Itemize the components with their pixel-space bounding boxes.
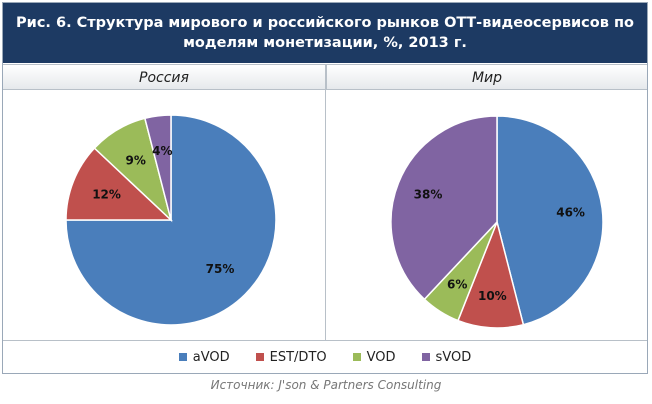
column-divider [325,64,326,340]
legend-swatch-est-dto [255,353,264,361]
chart-title-line-2: моделям монетизации, %, 2013 г. [183,35,467,51]
legend: aVOD EST/DTO VOD sVOD [3,345,647,369]
source-note: Источник: J'son & Partners Consulting [210,378,442,392]
legend-label-avod: aVOD [192,349,230,365]
legend-label-svod: sVOD [435,349,472,365]
world-slice-avod [496,115,604,326]
russia-slice-svod [143,114,172,221]
chart-frame: Рис. 6. Структура мирового и российского… [2,2,648,374]
world-header: Мир [326,64,647,90]
legend-label-vod: VOD [366,349,396,365]
russia-label-est-dto: 12% [92,187,121,201]
legend-swatch-svod [421,353,430,361]
world-label-vod: 6% [447,278,467,292]
russia-pie-chart: 75% 12% 9% 4% [65,114,277,326]
legend-item-est-dto: EST/DTO [255,349,327,365]
legend-item-avod: aVOD [178,349,230,365]
legend-swatch-vod [352,353,361,361]
world-label-avod: 46% [556,206,585,220]
world-slice-svod [390,115,498,301]
chart-title-line-1: Рис. 6. Структура мирового и российского… [16,15,634,31]
russia-label-svod: 4% [152,144,172,158]
legend-label-est-dto: EST/DTO [269,349,327,365]
legend-item-vod: VOD [352,349,396,365]
chart-title: Рис. 6. Структура мирового и российского… [3,3,647,63]
world-label-est-dto: 10% [478,289,507,303]
russia-label-vod: 9% [126,153,146,167]
legend-item-svod: sVOD [421,349,472,365]
world-pie-chart: 46% 10% 6% 38% [390,115,604,329]
legend-swatch-avod [178,353,187,361]
legend-divider [3,340,647,341]
russia-slice-avod [65,114,277,326]
russia-label-avod: 75% [206,262,235,276]
world-label-svod: 38% [414,188,443,202]
russia-header: Россия [3,64,325,90]
russia-slice-est-dto [65,147,173,221]
